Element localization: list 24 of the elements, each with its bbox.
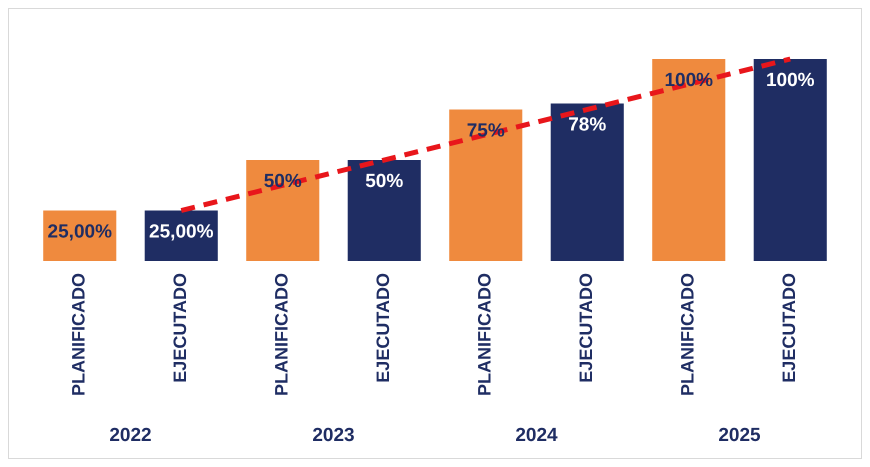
text: 2023: [312, 425, 355, 446]
data-label: 78%: [568, 114, 606, 136]
x-tick-label: EJECUTADO: [373, 273, 394, 383]
bar: [754, 59, 827, 262]
bar: [246, 160, 320, 262]
x-tick-label: PLANIFICADO: [68, 273, 89, 396]
x-tick-label: PLANIFICADO: [474, 273, 495, 396]
data-label: 25,00%: [48, 222, 112, 243]
bar: [449, 110, 522, 262]
x-tick-label: EJECUTADO: [779, 273, 800, 383]
text: 2024: [515, 425, 558, 446]
data-label: 25,00%: [149, 222, 214, 243]
bar: [550, 103, 624, 262]
data-label: 100%: [766, 70, 815, 92]
x-tick-label: PLANIFICADO: [678, 273, 698, 396]
x-tick-label: PLANIFICADO: [272, 273, 292, 396]
data-label: 50%: [365, 171, 404, 192]
x-tick-label: EJECUTADO: [170, 273, 190, 383]
x-tick-label: EJECUTADO: [576, 273, 596, 383]
data-label: 100%: [664, 70, 714, 92]
text: 2025: [718, 425, 762, 446]
bar: [348, 160, 421, 262]
bar: [652, 59, 726, 262]
text: 2022: [109, 425, 152, 446]
